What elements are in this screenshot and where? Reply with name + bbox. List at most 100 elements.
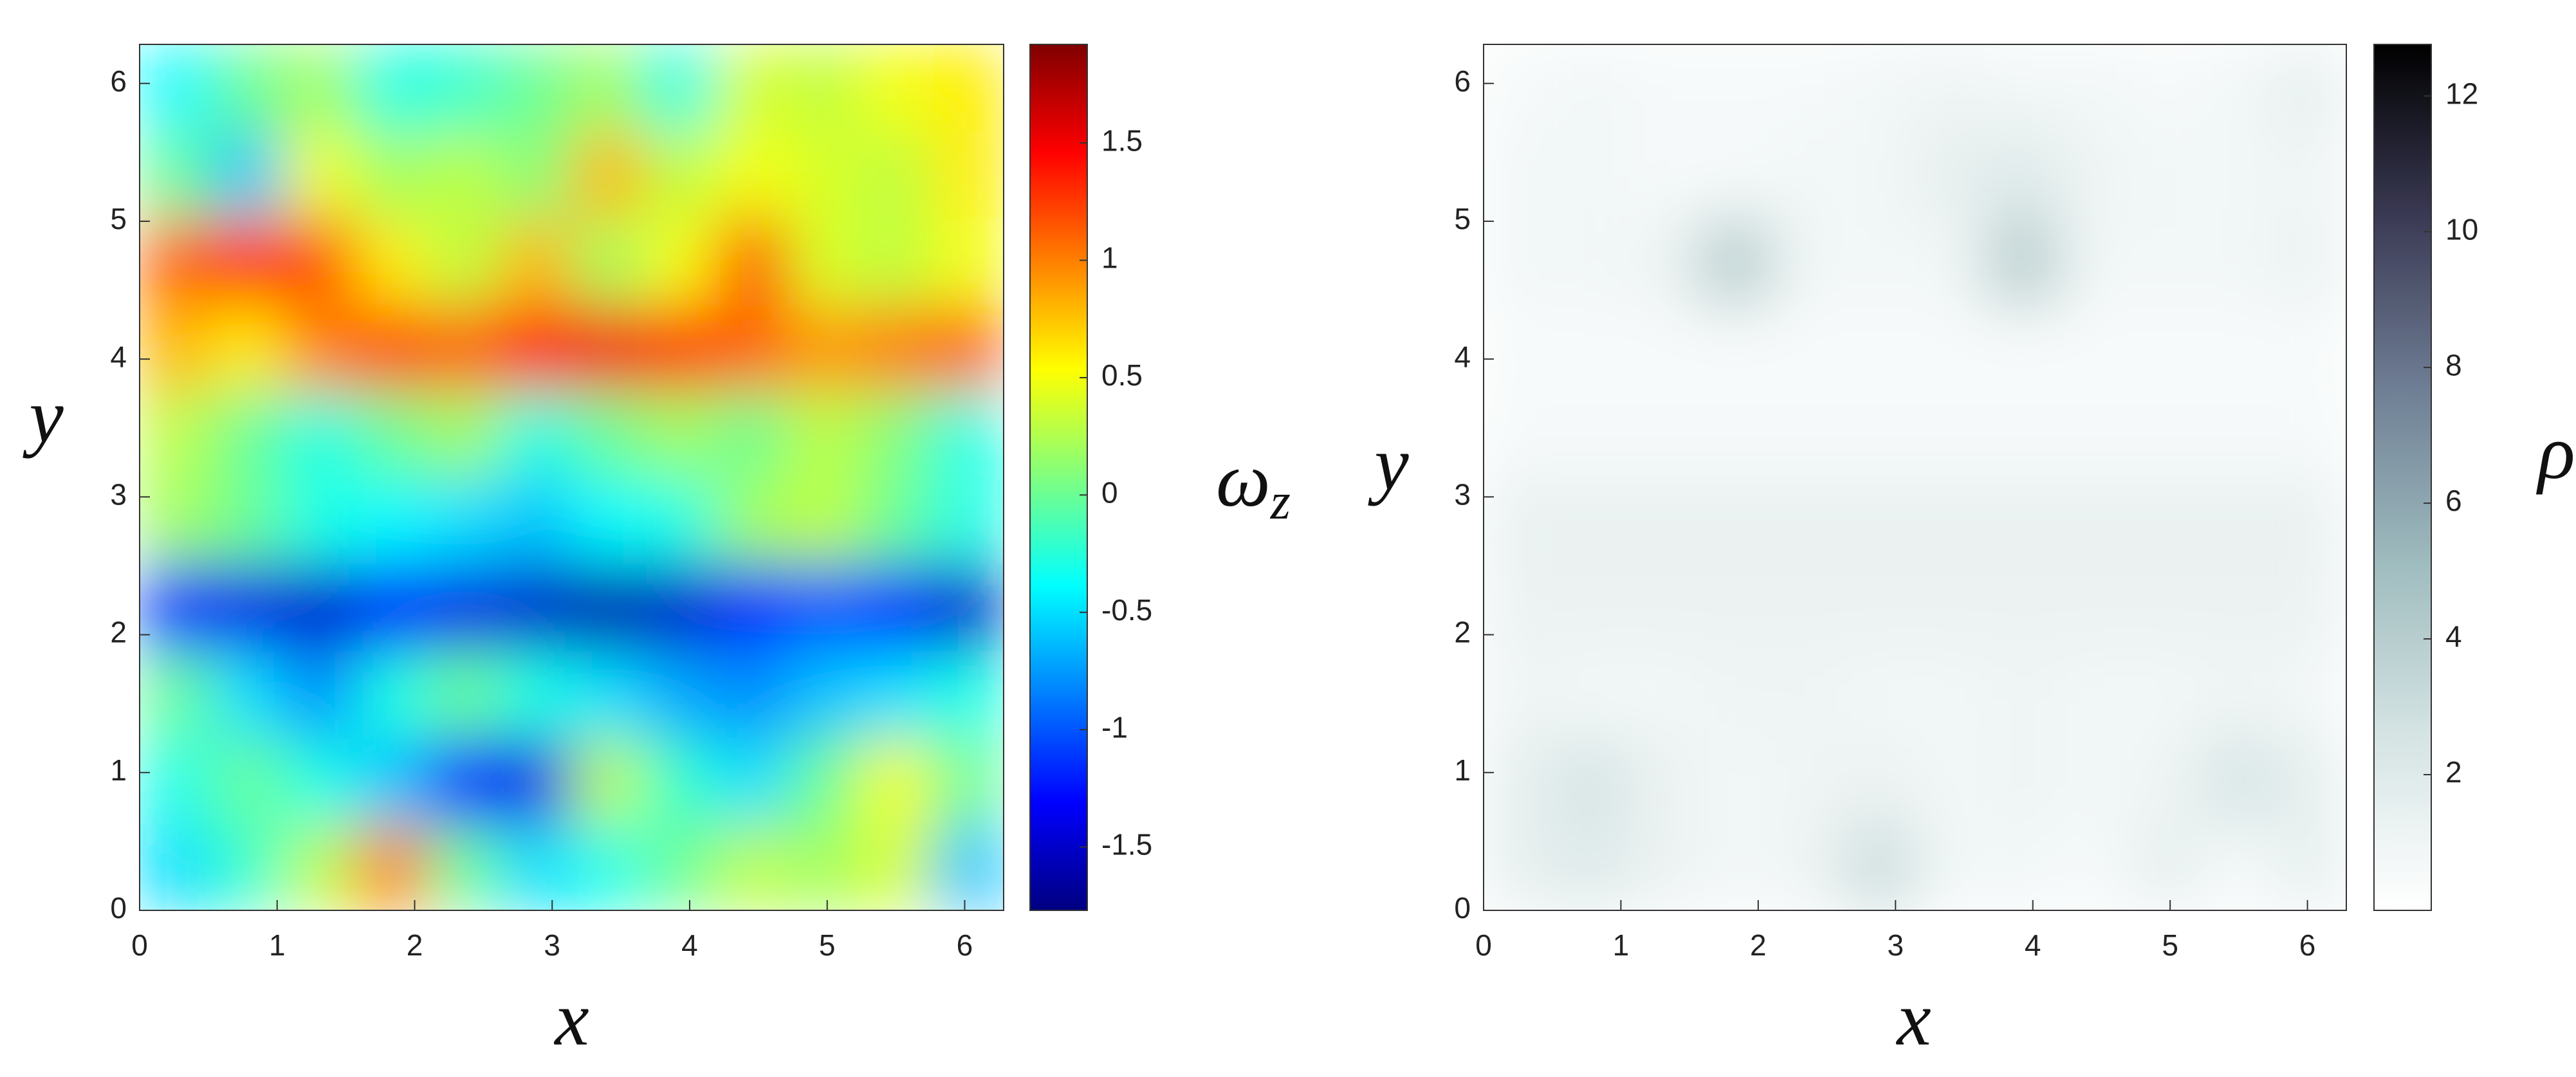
colorbar-tick-label: 8 (2445, 348, 2462, 382)
heatmap-cell (2130, 477, 2203, 565)
heatmap-cell (715, 391, 788, 478)
heatmap-cell (2274, 564, 2346, 652)
heatmap-cell (2274, 131, 2346, 219)
heatmap-cell (1556, 737, 1629, 825)
heatmap-cell (284, 304, 356, 392)
heatmap-cell (1771, 650, 1845, 739)
heatmap-cell (1699, 477, 1772, 565)
heatmap-cell (284, 650, 356, 739)
heatmap-cell (427, 737, 501, 825)
heatmap-cell (1915, 824, 1988, 910)
heatmap (1484, 44, 2346, 910)
heatmap-cell (859, 737, 933, 825)
heatmap-cell (2202, 477, 2276, 565)
heatmap-cell (427, 650, 501, 739)
heatmap-cell (212, 564, 285, 652)
heatmap-cell (859, 391, 933, 478)
heatmap-cell (787, 391, 860, 478)
x-tick-label: 1 (269, 928, 286, 962)
heatmap-cell (932, 391, 1004, 478)
heatmap-cell (212, 217, 285, 306)
y-tick-label: 0 (110, 891, 127, 925)
heatmap-cell (500, 391, 573, 478)
y-tick-label: 1 (110, 753, 127, 787)
heatmap-cell (140, 131, 213, 219)
heatmap-cell (284, 131, 356, 219)
heatmap-cell (1484, 650, 1557, 739)
heatmap-cell (1628, 564, 1700, 652)
heatmap-cell (571, 477, 645, 565)
heatmap-cell (500, 304, 573, 392)
colorbar-tick-label: 0.5 (1101, 358, 1143, 392)
y-tick-label: 4 (110, 340, 127, 373)
heatmap-cell (571, 304, 645, 392)
heatmap-cell (932, 477, 1004, 565)
heatmap-cell (2130, 737, 2203, 825)
heatmap-cell (1987, 217, 2060, 306)
heatmap-cell (1484, 217, 1557, 306)
heatmap-cell (715, 131, 788, 219)
heatmap-cell (787, 650, 860, 739)
heatmap-cell (1843, 44, 1916, 132)
colorbar-tick-label: -0.5 (1101, 593, 1152, 627)
heatmap-cell (2059, 217, 2131, 306)
x-tick-label: 1 (1613, 928, 1630, 962)
heatmap-cell (2130, 650, 2203, 739)
heatmap-cells (140, 44, 1004, 910)
heatmap-cell (140, 737, 213, 825)
heatmap-cell (1628, 44, 1700, 132)
heatmap-cell (859, 44, 933, 132)
heatmap-cell (140, 391, 213, 478)
colorbar-tick-label: 10 (2445, 212, 2478, 246)
heatmap-cell (2130, 824, 2203, 910)
heatmap-cell (284, 824, 356, 910)
heatmap-cell (1699, 217, 1772, 306)
heatmap-cell (571, 824, 645, 910)
heatmap-cell (1556, 217, 1629, 306)
heatmap-cell (427, 477, 501, 565)
heatmap-cell (643, 477, 717, 565)
heatmap-cell (2274, 391, 2346, 478)
heatmap-cell (1987, 564, 2060, 652)
heatmap-cell (1484, 824, 1557, 910)
heatmap-cell (859, 650, 933, 739)
heatmap-cell (2130, 217, 2203, 306)
heatmap-cell (2059, 304, 2131, 392)
colorbar-tick-label: 1 (1101, 241, 1118, 275)
heatmap-cell (1843, 131, 1916, 219)
heatmap-cell (2202, 304, 2276, 392)
heatmap-cell (2059, 44, 2131, 132)
heatmap-cell (140, 217, 213, 306)
heatmap-cell (212, 131, 285, 219)
heatmap-cell (2130, 391, 2203, 478)
heatmap-cell (355, 217, 428, 306)
heatmap-cell (1915, 477, 1988, 565)
heatmap-cell (212, 824, 285, 910)
heatmap-cell (355, 391, 428, 478)
heatmap-cell (715, 564, 788, 652)
heatmap-cell (284, 477, 356, 565)
x-tick-label: 3 (544, 928, 560, 962)
heatmap-cell (140, 564, 213, 652)
heatmap-cell (932, 564, 1004, 652)
y-axis-label: y (1367, 421, 1409, 506)
colorbar-tick-label: 0 (1101, 476, 1118, 510)
heatmap-cell (2202, 44, 2276, 132)
heatmap-cell (715, 217, 788, 306)
heatmap-cell (212, 477, 285, 565)
heatmap-cell (1987, 737, 2060, 825)
heatmap-cell (1987, 131, 2060, 219)
heatmap-cell (427, 824, 501, 910)
heatmap-cell (2274, 304, 2346, 392)
heatmap-cell (571, 44, 645, 132)
heatmap-cell (1556, 477, 1629, 565)
heatmap-cell (212, 391, 285, 478)
heatmap-cell (1556, 391, 1629, 478)
heatmap-cell (1843, 824, 1916, 910)
heatmap-cell (2059, 131, 2131, 219)
x-tick-label: 6 (2299, 928, 2316, 962)
heatmap-cell (1915, 131, 1988, 219)
heatmap-cell (1628, 737, 1700, 825)
heatmap-cell (2202, 131, 2276, 219)
